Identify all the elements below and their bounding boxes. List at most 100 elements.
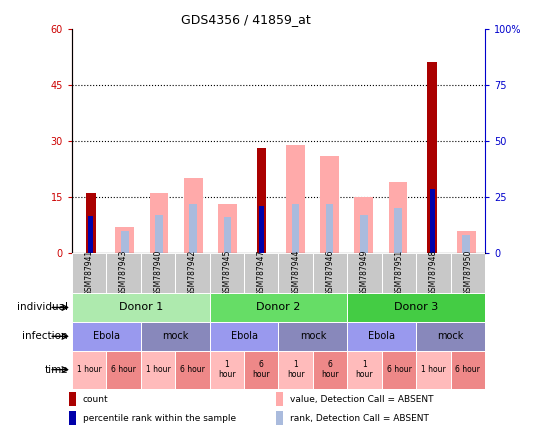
Bar [450, 253, 485, 293]
Text: GSM787943: GSM787943 [119, 250, 128, 296]
Text: 1
hour: 1 hour [287, 360, 304, 379]
Text: 1 hour: 1 hour [146, 365, 171, 374]
Bar [382, 253, 416, 293]
Text: mock: mock [162, 331, 188, 341]
Bar [389, 182, 407, 253]
Bar [259, 206, 264, 253]
Bar [209, 322, 278, 351]
Bar [223, 217, 231, 253]
Bar [463, 235, 470, 253]
Bar [278, 351, 313, 388]
Bar [155, 215, 163, 253]
Text: GSM787940: GSM787940 [154, 250, 163, 296]
Text: GSM787941: GSM787941 [85, 250, 94, 296]
Bar [116, 227, 134, 253]
Text: GSM787944: GSM787944 [291, 250, 300, 296]
Bar [121, 231, 128, 253]
Text: time: time [44, 365, 68, 375]
Text: Ebola: Ebola [368, 331, 395, 341]
Bar [72, 253, 107, 293]
Text: GSM787950: GSM787950 [463, 250, 472, 296]
Text: GSM787942: GSM787942 [188, 250, 197, 296]
Bar [88, 216, 93, 253]
Bar [348, 351, 382, 388]
Bar [427, 63, 437, 253]
Bar [218, 205, 237, 253]
Bar [69, 411, 76, 425]
Bar [69, 392, 76, 406]
Bar [257, 205, 265, 253]
Text: Ebola: Ebola [231, 331, 257, 341]
Text: 6 hour: 6 hour [455, 365, 480, 374]
Bar [278, 322, 348, 351]
Bar [394, 208, 402, 253]
Text: 6 hour: 6 hour [180, 365, 205, 374]
Bar [86, 193, 95, 253]
Bar [430, 189, 434, 253]
Bar [326, 204, 334, 253]
Bar [276, 411, 284, 425]
Text: 6
hour: 6 hour [321, 360, 339, 379]
Bar [348, 293, 485, 322]
Bar [107, 253, 141, 293]
Bar [141, 322, 209, 351]
Bar [348, 322, 416, 351]
Bar [292, 204, 300, 253]
Bar [175, 351, 209, 388]
Bar [354, 197, 373, 253]
Bar [189, 204, 197, 253]
Text: GSM787947: GSM787947 [257, 250, 266, 296]
Text: 6
hour: 6 hour [253, 360, 270, 379]
Text: 1 hour: 1 hour [77, 365, 102, 374]
Text: 1
hour: 1 hour [218, 360, 236, 379]
Bar [175, 253, 209, 293]
Bar [209, 351, 244, 388]
Bar [209, 253, 244, 293]
Text: Donor 2: Donor 2 [256, 302, 301, 313]
Text: Donor 3: Donor 3 [394, 302, 438, 313]
Bar [313, 351, 348, 388]
Text: percentile rank within the sample: percentile rank within the sample [83, 414, 236, 423]
Text: mock: mock [438, 331, 464, 341]
Text: GSM787949: GSM787949 [360, 250, 369, 296]
Bar [457, 231, 475, 253]
Bar [416, 351, 450, 388]
Text: individual: individual [17, 302, 68, 313]
Bar [107, 351, 141, 388]
Bar [209, 293, 348, 322]
Bar [184, 178, 203, 253]
Text: value, Detection Call = ABSENT: value, Detection Call = ABSENT [289, 395, 433, 404]
Text: Ebola: Ebola [93, 331, 120, 341]
Bar [141, 351, 175, 388]
Bar [360, 215, 368, 253]
Bar [72, 293, 209, 322]
Bar [286, 145, 305, 253]
Bar [450, 351, 485, 388]
Bar [257, 148, 266, 253]
Text: infection: infection [22, 331, 68, 341]
Bar [278, 253, 313, 293]
Text: count: count [83, 395, 108, 404]
Bar [313, 253, 348, 293]
Bar [72, 322, 141, 351]
Bar [244, 253, 278, 293]
Text: Donor 1: Donor 1 [119, 302, 163, 313]
Bar [382, 351, 416, 388]
Bar [416, 322, 485, 351]
Bar [141, 253, 175, 293]
Bar [320, 156, 339, 253]
Bar [348, 253, 382, 293]
Text: GSM787951: GSM787951 [394, 250, 403, 296]
Bar [276, 392, 284, 406]
Bar [244, 351, 278, 388]
Text: 6 hour: 6 hour [111, 365, 136, 374]
Text: GSM787945: GSM787945 [222, 250, 231, 296]
Text: 1 hour: 1 hour [421, 365, 446, 374]
Text: 6 hour: 6 hour [386, 365, 411, 374]
Text: 1
hour: 1 hour [356, 360, 373, 379]
Bar [72, 351, 107, 388]
Text: rank, Detection Call = ABSENT: rank, Detection Call = ABSENT [289, 414, 429, 423]
Title: GDS4356 / 41859_at: GDS4356 / 41859_at [181, 13, 310, 26]
Bar [416, 253, 450, 293]
Text: GSM787946: GSM787946 [326, 250, 335, 296]
